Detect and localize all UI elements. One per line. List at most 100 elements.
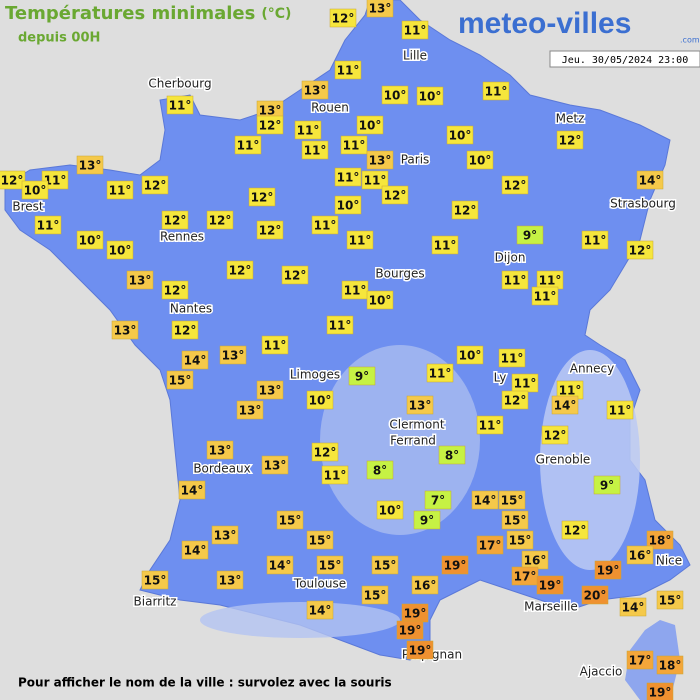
temperature-label: 17°	[514, 570, 537, 584]
temperature-marker: 10°	[306, 390, 334, 410]
temperature-marker: 10°	[466, 150, 494, 170]
temperature-box	[626, 545, 654, 565]
temperature-label: 11°	[485, 85, 508, 99]
temperature-marker: 11°	[234, 135, 262, 155]
temperature-marker: 12°	[226, 260, 254, 280]
temperature-box	[261, 335, 289, 355]
temperature-marker: 12°	[311, 442, 339, 462]
logo-suffix: .com	[680, 36, 700, 45]
temperature-label: 12°	[229, 264, 252, 278]
temperature-box	[311, 215, 339, 235]
temperature-box	[606, 400, 634, 420]
temperature-label: 12°	[454, 204, 477, 218]
temperature-label: 11°	[264, 339, 287, 353]
temperature-box	[501, 510, 529, 530]
temperature-marker: 11°	[294, 120, 322, 140]
temperature-box	[656, 590, 684, 610]
temperature-box	[541, 425, 569, 445]
temperature-label: 13°	[214, 529, 237, 543]
temperature-box	[171, 320, 199, 340]
temperature-label: 12°	[504, 179, 527, 193]
temperature-marker: 10°	[76, 230, 104, 250]
temperature-box	[476, 535, 504, 555]
temperature-label: 12°	[259, 224, 282, 238]
city-label: Grenoble	[536, 453, 591, 467]
temperature-box	[234, 135, 262, 155]
temperature-marker: 19°	[396, 620, 424, 640]
city-label: Toulouse	[293, 577, 346, 591]
temperature-box	[306, 600, 334, 620]
city-label: Lille	[403, 49, 427, 63]
temperature-box	[381, 85, 409, 105]
temperature-marker: 15°	[656, 590, 684, 610]
relief-pyrenees	[200, 602, 400, 638]
temperature-label: 13°	[219, 574, 242, 588]
city-label: Rennes	[160, 230, 204, 244]
temperature-box	[126, 270, 154, 290]
temperature-box	[476, 415, 504, 435]
temperature-box	[178, 480, 206, 500]
temperature-marker: 13°	[256, 380, 284, 400]
temperature-label: 12°	[251, 191, 274, 205]
temperature-marker: 16°	[626, 545, 654, 565]
temperature-box	[276, 510, 304, 530]
temperature-box	[501, 270, 529, 290]
temperature-box	[340, 135, 368, 155]
temperature-box	[626, 650, 654, 670]
temperature-label: 19°	[399, 624, 422, 638]
temperature-label: 10°	[419, 90, 442, 104]
temperature-box	[256, 380, 284, 400]
temperature-marker: 12°	[329, 8, 357, 28]
temperature-box	[361, 585, 389, 605]
temperature-box	[76, 155, 104, 175]
temperature-box	[206, 440, 234, 460]
temperature-marker: 12°	[281, 265, 309, 285]
logo: meteo-villes	[458, 7, 631, 40]
temperature-label: 13°	[114, 324, 137, 338]
temperature-label: 12°	[564, 524, 587, 538]
temperature-label: 11°	[584, 234, 607, 248]
relief-massif-central	[320, 345, 480, 535]
temperature-label: 12°	[332, 12, 355, 26]
temperature-box	[0, 170, 26, 190]
temperature-marker: 10°	[334, 195, 362, 215]
temperature-label: 13°	[259, 104, 282, 118]
temperature-label: 15°	[659, 594, 682, 608]
temperature-box	[501, 175, 529, 195]
temperature-box	[413, 510, 441, 530]
temperature-label: 17°	[479, 539, 502, 553]
temperature-marker: 11°	[431, 235, 459, 255]
temperature-label: 11°	[404, 24, 427, 38]
temperature-label: 12°	[1, 174, 24, 188]
temperature-box	[311, 442, 339, 462]
temperature-box	[341, 280, 369, 300]
temperature-box	[106, 180, 134, 200]
temperature-label: 11°	[44, 174, 67, 188]
temperature-box	[294, 120, 322, 140]
temperature-marker: 12°	[171, 320, 199, 340]
temperature-box	[106, 240, 134, 260]
temperature-marker: 14°	[551, 395, 579, 415]
temperature-label: 11°	[297, 124, 320, 138]
temperature-box	[396, 620, 424, 640]
temperature-label: 18°	[659, 659, 682, 673]
temperature-label: 13°	[409, 399, 432, 413]
temperature-marker: 9°	[516, 225, 544, 245]
temperature-box	[329, 8, 357, 28]
temperature-label: 16°	[524, 554, 547, 568]
temperature-marker: 12°	[248, 187, 276, 207]
temperature-label: 15°	[374, 559, 397, 573]
temperature-marker: 14°	[178, 480, 206, 500]
temperature-marker: 13°	[76, 155, 104, 175]
temperature-box	[581, 230, 609, 250]
temperature-marker: 12°	[256, 115, 284, 135]
temperature-label: 17°	[629, 654, 652, 668]
temperature-box	[266, 555, 294, 575]
temperature-box	[306, 530, 334, 550]
temperature-box	[441, 555, 469, 575]
temperature-box	[361, 170, 389, 190]
temperature-label: 11°	[434, 239, 457, 253]
temperature-box	[406, 395, 434, 415]
temperature-marker: 17°	[511, 566, 539, 586]
